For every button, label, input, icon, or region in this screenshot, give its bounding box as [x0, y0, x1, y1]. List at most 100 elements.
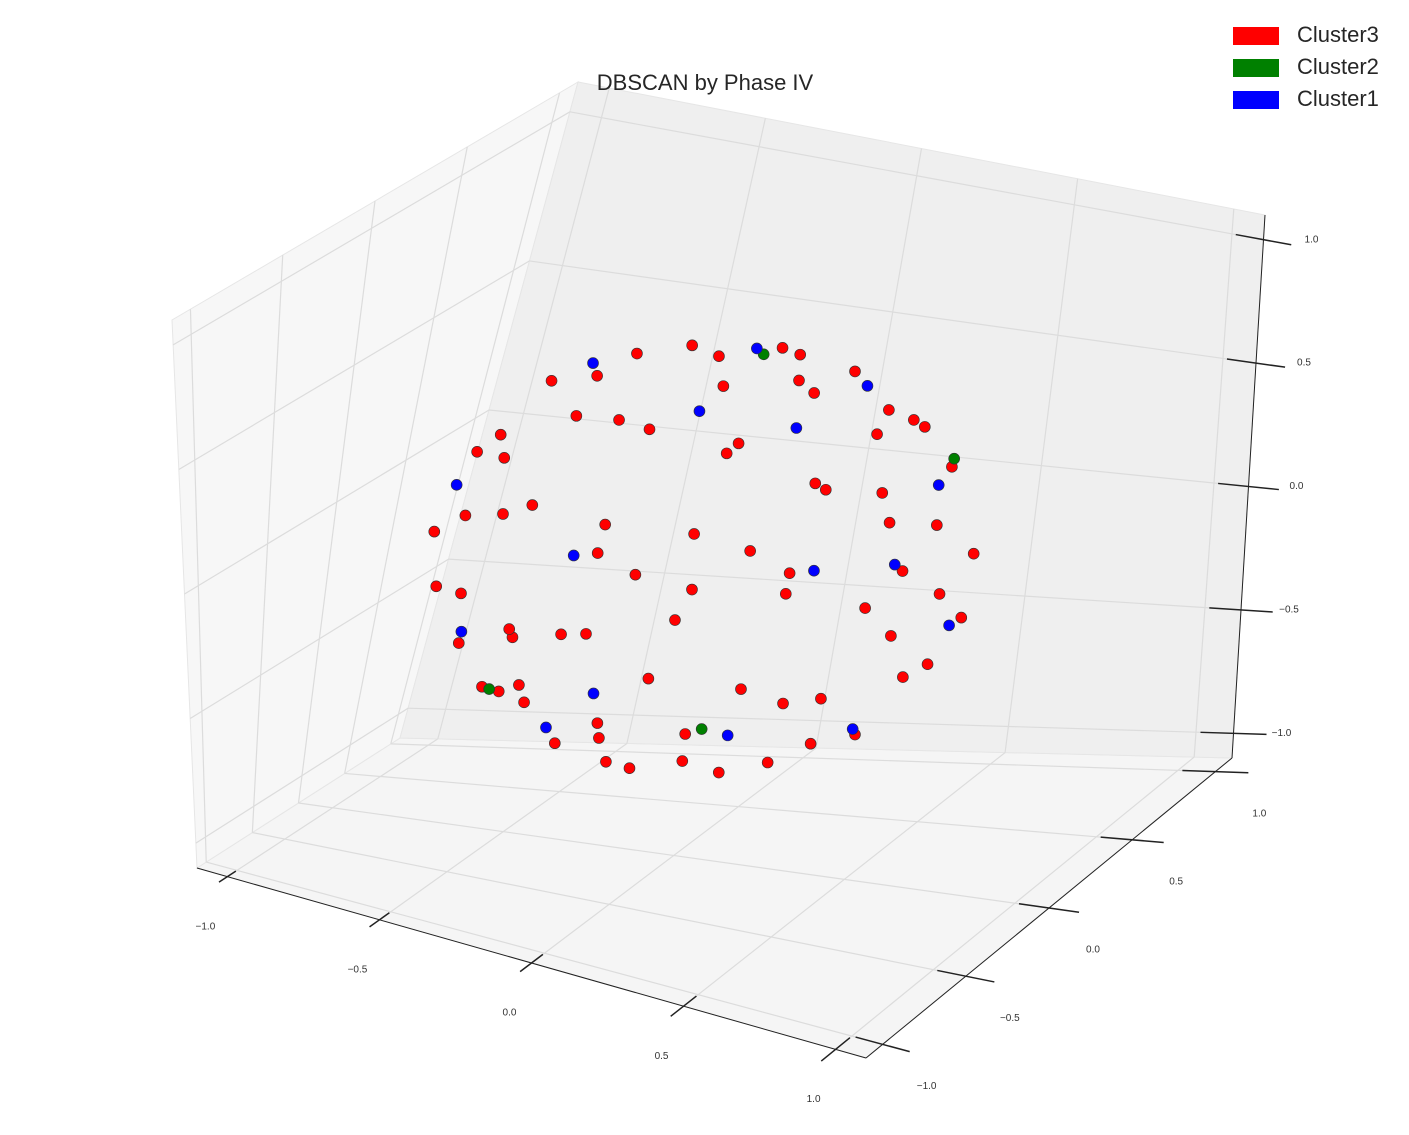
- data-point: [455, 587, 467, 600]
- data-point: [669, 614, 681, 626]
- data-point: [783, 567, 796, 579]
- data-point: [931, 519, 943, 531]
- data-point: [776, 342, 789, 354]
- data-point: [695, 723, 708, 735]
- x-tick-label: 0.0: [503, 1008, 517, 1019]
- data-point: [790, 422, 803, 434]
- data-point: [676, 755, 689, 767]
- data-point: [846, 723, 859, 735]
- data-point: [808, 564, 820, 577]
- x-tick: [369, 912, 390, 928]
- data-point: [450, 479, 463, 491]
- data-point: [721, 729, 734, 742]
- data-point: [955, 611, 968, 624]
- data-point: [876, 487, 889, 499]
- data-point: [459, 509, 472, 522]
- data-point: [452, 637, 465, 649]
- data-point: [591, 370, 603, 382]
- data-point: [808, 387, 820, 399]
- data-point: [555, 628, 567, 641]
- data-point: [570, 410, 583, 422]
- data-point: [712, 766, 725, 779]
- data-point: [804, 737, 817, 750]
- grid-line: [252, 831, 966, 977]
- x-tick: [218, 870, 237, 883]
- data-point: [932, 479, 945, 491]
- x-tick-label: −1.0: [196, 921, 216, 932]
- data-point: [686, 339, 698, 352]
- data-point: [815, 692, 827, 705]
- grid-line: [408, 707, 1234, 734]
- data-point: [861, 380, 874, 392]
- grid-line: [529, 260, 1257, 364]
- axes: −1.0 −0.5 0.0 0.5 1.0 −1.0 −0.5 0.0 0.5 1.0 −1.0 −0…: [196, 214, 1319, 1105]
- data-point: [809, 477, 822, 490]
- data-point: [545, 374, 558, 387]
- data-point: [897, 671, 909, 683]
- data-point: [613, 414, 625, 426]
- z-tick-label: −0.5: [1279, 605, 1299, 616]
- legend-label: Cluster1: [1297, 86, 1379, 111]
- grid-line: [448, 558, 1242, 611]
- x-tick-label: −0.5: [348, 964, 368, 975]
- data-point: [777, 697, 789, 710]
- data-point: [967, 547, 980, 560]
- data-point: [744, 545, 756, 557]
- y-tick-label: 1.0: [1252, 808, 1266, 819]
- data-point: [599, 518, 611, 531]
- y-tick: [855, 1036, 910, 1053]
- data-point: [921, 658, 934, 671]
- data-point: [793, 374, 805, 387]
- data-point: [623, 762, 636, 774]
- y-tick-label: 0.5: [1169, 876, 1183, 887]
- z-tick: [1235, 233, 1292, 246]
- data-point: [883, 516, 896, 529]
- points: [428, 339, 980, 779]
- chart-title: DBSCAN by Phase IV: [597, 70, 814, 95]
- data-point: [430, 580, 443, 593]
- data-point: [948, 452, 960, 465]
- data-point: [679, 728, 691, 740]
- data-point: [631, 347, 643, 360]
- legend-swatch: [1233, 91, 1279, 109]
- y-tick: [1182, 769, 1249, 774]
- data-point: [471, 445, 483, 458]
- data-point: [859, 602, 871, 614]
- x-tick: [519, 953, 544, 973]
- data-point: [483, 683, 495, 695]
- data-point: [518, 696, 530, 709]
- data-point: [642, 672, 655, 685]
- data-point: [428, 525, 441, 538]
- legend-label: Cluster2: [1297, 54, 1379, 79]
- x-tick: [670, 995, 697, 1017]
- data-point: [513, 679, 525, 691]
- grid-line: [298, 802, 1050, 909]
- grid-line: [184, 409, 490, 595]
- data-point: [497, 508, 509, 520]
- data-point: [600, 755, 612, 768]
- x-tick-label: 1.0: [807, 1094, 821, 1105]
- data-point: [686, 583, 698, 596]
- grid-line: [390, 743, 1216, 773]
- data-point: [540, 721, 552, 734]
- data-point: [794, 348, 806, 361]
- data-point: [761, 756, 774, 769]
- y-tick: [937, 969, 995, 983]
- data-point: [587, 687, 600, 700]
- y-tick: [1100, 836, 1164, 844]
- grid: [172, 87, 1264, 1050]
- z-tick: [1218, 482, 1279, 491]
- data-point: [455, 625, 468, 638]
- legend-label: Cluster3: [1297, 22, 1379, 47]
- z-tick-label: 0.0: [1290, 481, 1304, 492]
- data-point: [896, 565, 909, 577]
- data-point: [871, 428, 883, 440]
- data-point: [779, 588, 792, 600]
- data-point: [883, 404, 895, 416]
- data-point: [593, 732, 605, 744]
- data-point: [503, 623, 516, 635]
- z-tick-label: 0.5: [1297, 358, 1311, 369]
- data-point: [735, 683, 747, 695]
